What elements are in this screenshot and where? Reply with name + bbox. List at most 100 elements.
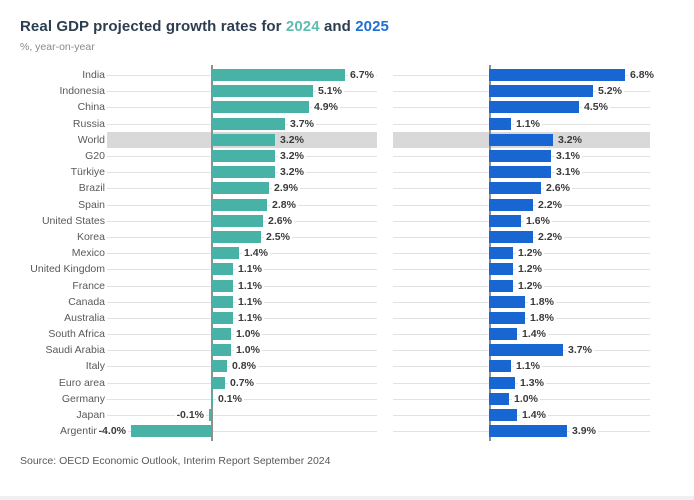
bar-2025 [489,198,533,211]
chart-row: Spain 2.8% 2.2% [20,197,650,213]
chart-row: Canada 1.1% 1.8% [20,294,650,310]
value-label-2025: 3.7% [566,344,594,357]
bar-2024 [211,166,275,179]
bar-2025 [489,214,521,227]
bar-2024 [211,344,231,357]
chart-cell-2024: 1.1% [107,294,377,310]
chart-row: Italy 0.8% 1.1% [20,358,650,374]
bar-2024 [131,425,211,438]
value-label-2024: 2.5% [264,230,292,243]
category-label: Mexico [71,247,105,260]
value-label-2024: 5.1% [316,85,344,98]
bar-2024 [209,409,211,422]
bar-2025 [489,133,553,146]
chart-cell-2024: 2.9% [107,180,377,196]
chart-title: Real GDP projected growth rates for 2024… [20,18,694,35]
chart-row: South Africa 1.0% 1.4% [20,326,650,342]
bar-2025 [489,279,513,292]
value-label-2025: 4.5% [582,101,610,114]
value-label-2025: 1.8% [528,311,556,324]
chart-cell-2024: 5.1% [107,83,377,99]
value-label-2025: 3.1% [554,150,582,163]
chart-cell-2025: 1.2% [393,277,650,293]
title-connector: and [319,18,356,35]
value-label-2025: 1.2% [516,263,544,276]
value-label-2025: 1.1% [514,360,542,373]
value-label-2024: 1.0% [234,344,262,357]
value-label-2024: 1.1% [236,311,264,324]
chart-row: Saudi Arabia 1.0% 3.7% [20,342,650,358]
value-label-2024: -4.0% [96,425,128,438]
chart-cell-2025: 1.4% [393,326,650,342]
value-label-2024: 0.1% [216,392,244,405]
value-label-2024: 1.4% [242,247,270,260]
bar-2025 [489,85,593,98]
chart-cell-2025: 1.6% [393,213,650,229]
chart-cell-2024: 2.6% [107,213,377,229]
bar-2025 [489,295,525,308]
category-label: Indonesia [59,85,105,98]
row-guide-line [393,220,650,222]
chart-row: G20 3.2% 3.1% [20,148,650,164]
category-label: Brazil [78,182,105,195]
bar-2025 [489,376,515,389]
bar-2024 [211,376,225,389]
value-label-2025: 1.1% [514,117,542,130]
chart-cell-2025: 1.1% [393,116,650,132]
value-label-2025: 2.6% [544,182,572,195]
category-label: Argentina [60,425,105,438]
bar-2024 [211,328,231,341]
category-label: South Africa [48,328,105,341]
bar-2025 [489,247,513,260]
value-label-2025: 3.1% [554,166,582,179]
bar-2024 [211,182,269,195]
chart-cell-2025: 5.2% [393,83,650,99]
chart-cell-2024: -0.1% [107,407,377,423]
value-label-2025: 1.3% [518,376,546,389]
value-label-2024: 2.8% [270,198,298,211]
chart-cell-2025: 1.8% [393,294,650,310]
value-label-2024: 0.8% [230,360,258,373]
chart-cell-2024: 1.4% [107,245,377,261]
chart-cell-2024: 0.1% [107,391,377,407]
chart-cell-2024: 2.8% [107,197,377,213]
bar-2025 [489,166,551,179]
chart-cell-2024: 3.2% [107,148,377,164]
title-year-2024: 2024 [285,18,320,35]
value-label-2025: 1.8% [528,295,556,308]
chart-subtitle: %, year-on-year [20,41,95,53]
chart-cell-2025: 3.1% [393,148,650,164]
chart-row: Türkiye 3.2% 3.1% [20,164,650,180]
bar-2025 [489,263,513,276]
category-label: G20 [85,150,105,163]
chart-cell-2024: -4.0% [96,423,377,439]
bar-2025 [489,328,517,341]
row-guide-line [107,415,377,417]
chart-cell-2025: 3.7% [393,342,650,358]
bar-2025 [489,182,541,195]
chart-cell-2025: 3.9% [393,423,650,439]
category-label: Saudi Arabia [45,344,105,357]
value-label-2024: 1.0% [234,328,262,341]
chart-cell-2025: 2.6% [393,180,650,196]
bottom-edge-strip [0,496,694,500]
chart-cell-2025: 3.2% [393,131,650,148]
bar-2024 [211,263,233,276]
value-label-2024: 2.9% [272,182,300,195]
value-label-2025: 1.6% [524,214,552,227]
category-label: United Kingdom [30,263,105,276]
chart-cell-2025: 1.8% [393,310,650,326]
category-label: World [77,133,105,146]
chart-cell-2024: 6.7% [107,67,377,83]
chart-row: Euro area 0.7% 1.3% [20,375,650,391]
chart-row: Korea 2.5% 2.2% [20,229,650,245]
bar-2025 [489,425,567,438]
category-label: United States [41,214,105,227]
value-label-2025: 2.2% [536,230,564,243]
bar-2025 [489,101,579,114]
chart-row: United Kingdom 1.1% 1.2% [20,261,650,277]
chart-cell-2025: 2.2% [393,197,650,213]
title-text: Real GDP projected growth rates for [20,18,286,35]
bar-2025 [489,150,551,163]
